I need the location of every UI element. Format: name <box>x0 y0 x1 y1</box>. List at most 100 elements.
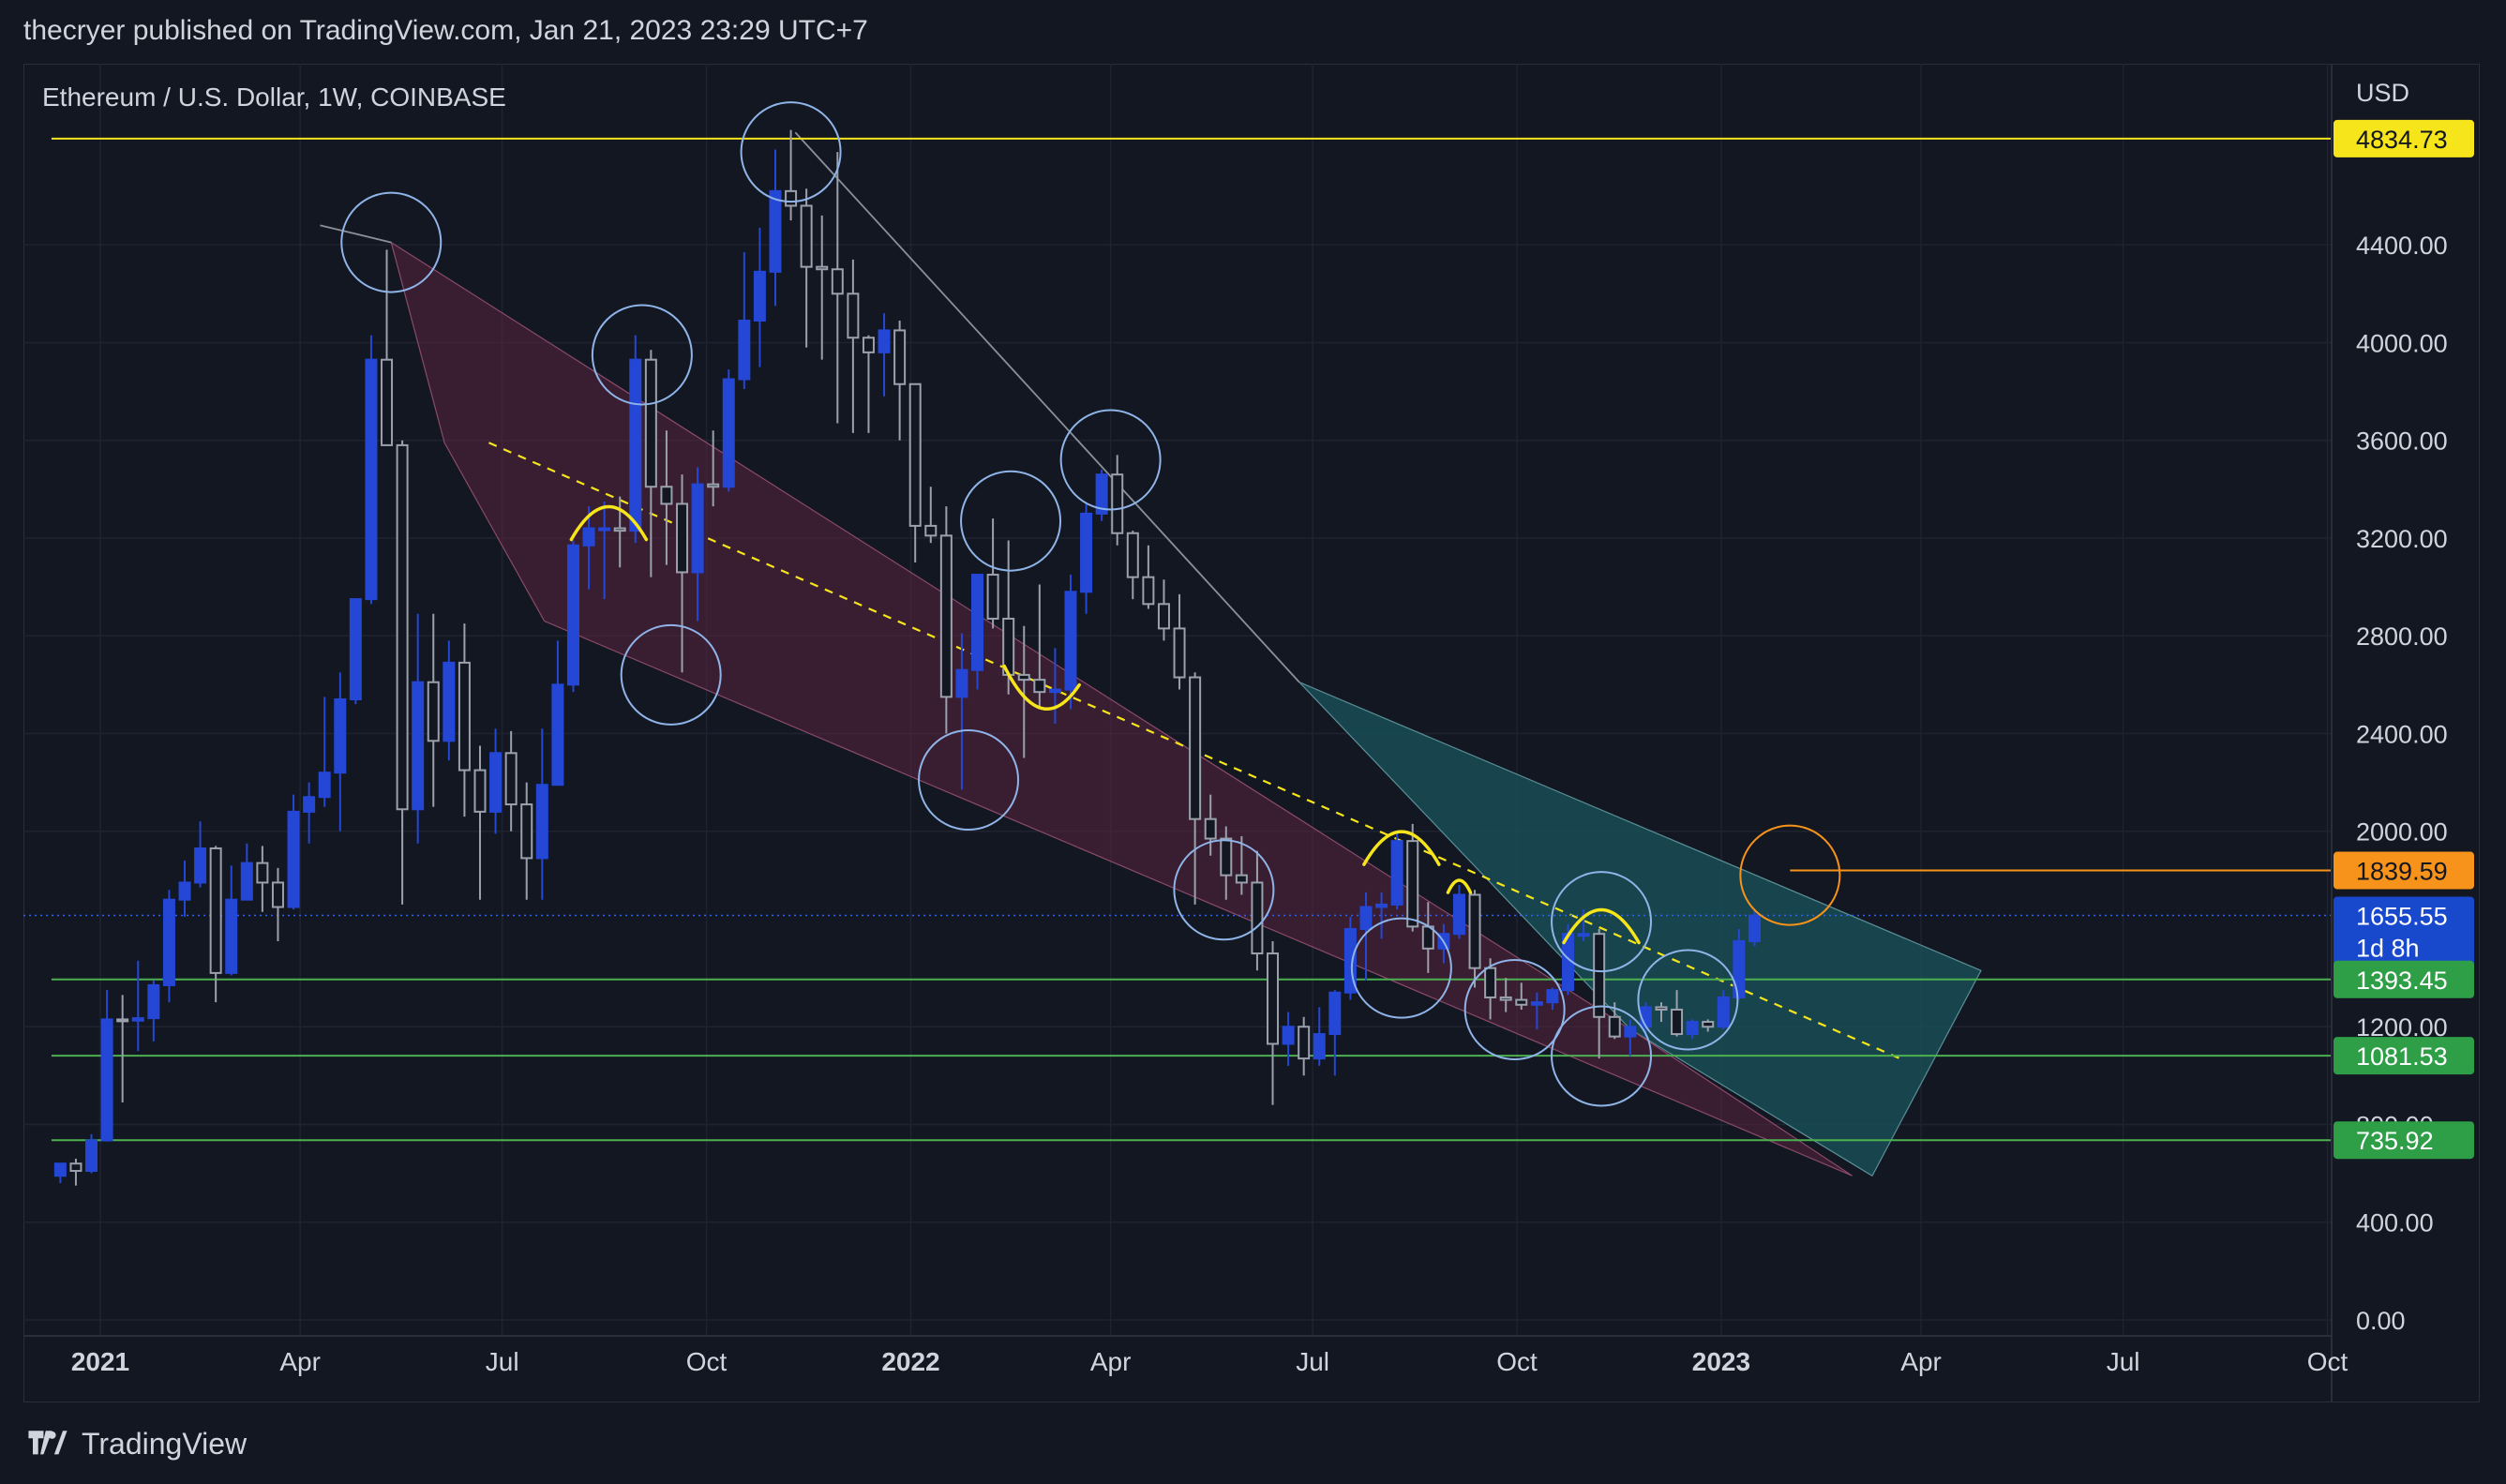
candle-body <box>924 524 938 537</box>
candle-body <box>1142 576 1155 606</box>
annotation-circle <box>918 728 1020 831</box>
candle <box>582 506 595 590</box>
x-tick-label: Oct <box>2307 1347 2348 1376</box>
candle <box>1748 909 1761 947</box>
candle-body <box>1748 914 1761 943</box>
annotation-arc <box>1562 907 1641 945</box>
candle <box>131 960 144 1052</box>
price-label-value: 1655.55 <box>2356 902 2448 930</box>
candle <box>458 623 471 817</box>
candle-body <box>1328 991 1342 1036</box>
candle-body <box>1173 627 1186 679</box>
price-label-badge: 1081.53 <box>2333 1037 2474 1075</box>
y-tick-label: 4400.00 <box>2356 232 2448 260</box>
candle-body <box>862 337 875 353</box>
candle <box>1686 1019 1699 1040</box>
brand-label: TradingView <box>82 1426 248 1461</box>
tradingview-branding[interactable]: TradingView <box>23 1425 247 1462</box>
candle <box>1111 455 1124 546</box>
candle <box>629 335 642 544</box>
x-tick-label: Jul <box>486 1347 519 1376</box>
candle <box>381 249 394 446</box>
candle-body <box>473 769 487 813</box>
candle <box>800 188 813 348</box>
price-label-value: 4834.73 <box>2356 126 2448 154</box>
candle-body <box>256 862 269 884</box>
candle-body <box>365 358 378 601</box>
candle <box>831 152 844 424</box>
x-tick-label: Jul <box>1296 1347 1329 1376</box>
price-label-value: 1839.59 <box>2356 858 2448 886</box>
candle-body <box>162 898 175 986</box>
candle <box>443 640 456 761</box>
annotation-circle <box>1173 839 1275 941</box>
candle-body <box>1126 532 1139 578</box>
y-tick-label: 2800.00 <box>2356 622 2448 651</box>
candle <box>1204 794 1217 856</box>
tradingview-logo-icon <box>28 1431 68 1455</box>
y-tick-label: 4000.00 <box>2356 329 2448 357</box>
price-label-bg <box>2333 896 2474 967</box>
candle <box>862 335 875 433</box>
candle-body <box>831 268 844 295</box>
candle-body <box>1033 679 1046 694</box>
x-tick-label: Apr <box>1090 1347 1132 1376</box>
candle-body <box>1717 996 1730 1028</box>
annotation-arc <box>1002 664 1081 711</box>
candle-body <box>691 483 704 574</box>
candle <box>396 440 409 905</box>
candle <box>878 313 891 397</box>
candle <box>412 613 425 844</box>
candle-body <box>738 319 751 381</box>
candle-body <box>100 1018 113 1142</box>
candle-body <box>504 752 518 806</box>
candle-body <box>334 697 347 774</box>
candle <box>1282 1012 1295 1066</box>
candle-body <box>1017 673 1030 682</box>
candle-body <box>349 598 362 700</box>
candle <box>1452 885 1465 939</box>
chart[interactable]: Ethereum / U.S. Dollar, 1W, COINBASE USD 4… <box>0 0 2506 1406</box>
candle-body <box>582 527 595 547</box>
candle <box>1717 990 1730 1029</box>
plot-area <box>23 64 2332 1336</box>
y-tick-label: 2400.00 <box>2356 720 2448 748</box>
candle <box>334 672 347 832</box>
candle-body <box>1111 473 1124 534</box>
candle <box>100 990 113 1142</box>
candle <box>893 320 907 441</box>
candle <box>908 382 922 563</box>
candle <box>504 730 518 832</box>
candle-body <box>1406 840 1419 928</box>
candle <box>1546 987 1559 1010</box>
annotation-circle <box>1739 824 1841 926</box>
candle-body <box>629 358 642 532</box>
candle-body <box>303 796 316 813</box>
price-label-bg <box>2333 119 2474 157</box>
candle-body <box>225 898 238 974</box>
price-label-bg <box>2333 1037 2474 1075</box>
candle <box>194 821 207 888</box>
candle-body <box>1343 927 1357 994</box>
candle <box>769 149 782 307</box>
price-label-bg <box>2333 851 2474 890</box>
annotation-circle <box>591 304 693 406</box>
annotation-circle <box>340 191 443 293</box>
candle-body <box>722 378 735 488</box>
candle-body <box>986 574 999 620</box>
candle <box>209 846 222 1003</box>
candle <box>676 474 689 673</box>
annotation-circle <box>1059 409 1162 511</box>
candle-body <box>1048 688 1061 694</box>
annotation-arc <box>569 504 649 542</box>
candle-body <box>939 534 953 698</box>
y-tick-label: 3200.00 <box>2356 525 2448 553</box>
candle <box>365 335 378 605</box>
candle-body <box>1080 512 1093 593</box>
candle <box>1017 625 1030 758</box>
candle-body <box>271 881 284 908</box>
annotation-circle <box>1637 949 1739 1051</box>
price-label-badge: 735.92 <box>2333 1121 2474 1160</box>
candle-body <box>1655 1006 1668 1011</box>
candle <box>1189 672 1202 905</box>
